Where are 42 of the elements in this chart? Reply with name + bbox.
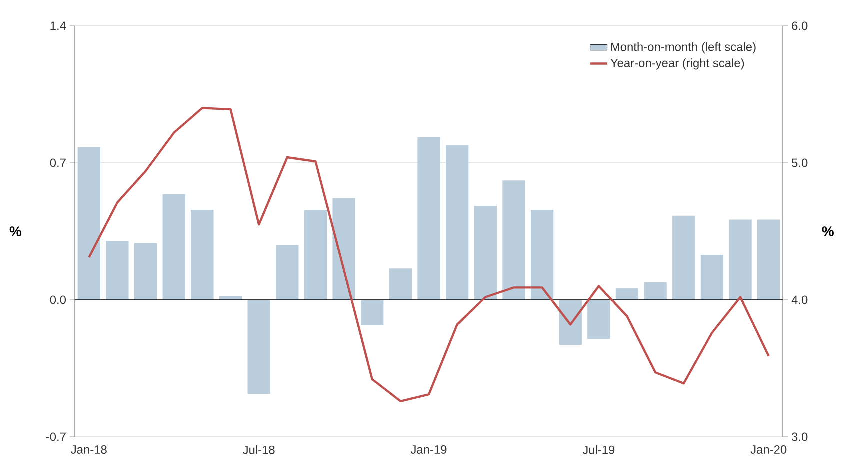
bar xyxy=(389,268,412,300)
y-tick-label: -0.7 xyxy=(46,432,66,442)
bar xyxy=(672,216,696,300)
bar xyxy=(106,241,129,300)
legend-label: Month-on-month (left scale) xyxy=(611,42,756,54)
y2-axis-title: % xyxy=(822,226,834,236)
legend-label: Year-on-year (right scale) xyxy=(610,58,744,70)
y-tick-label: 0.7 xyxy=(50,158,66,168)
bar xyxy=(502,180,526,300)
bar xyxy=(758,220,780,300)
bar xyxy=(418,138,440,300)
bar xyxy=(530,210,554,300)
y-tick-label: 0.0 xyxy=(50,296,66,304)
bar xyxy=(361,300,384,326)
bar xyxy=(248,300,270,394)
bar xyxy=(191,210,214,300)
y2-tick-label: 3.0 xyxy=(792,432,808,442)
y2-tick-label: 6.0 xyxy=(792,22,808,30)
y2-tick-label: 4.0 xyxy=(792,296,808,304)
bar xyxy=(304,210,328,300)
y2-tick-label: 5.0 xyxy=(792,158,808,168)
bar xyxy=(729,220,752,300)
bar xyxy=(700,254,724,300)
bar xyxy=(446,145,469,300)
line-series xyxy=(88,107,770,402)
bar xyxy=(134,243,158,300)
x-tick-label: Jul-19 xyxy=(582,446,615,454)
bar xyxy=(559,300,582,346)
x-tick-label: Jul-18 xyxy=(242,446,275,454)
bar xyxy=(332,198,356,300)
y-tick-label: 1.4 xyxy=(50,22,66,30)
bar xyxy=(162,194,186,300)
bar xyxy=(588,300,610,340)
bar xyxy=(616,288,639,300)
bar xyxy=(276,245,299,300)
bar xyxy=(644,282,667,300)
x-tick-label: Jan-20 xyxy=(750,446,787,454)
bar xyxy=(474,206,497,300)
x-tick-label: Jan-18 xyxy=(71,446,107,454)
x-tick-label: Jan-19 xyxy=(410,446,447,454)
bar xyxy=(78,147,100,300)
y-axis-title: % xyxy=(10,226,22,236)
